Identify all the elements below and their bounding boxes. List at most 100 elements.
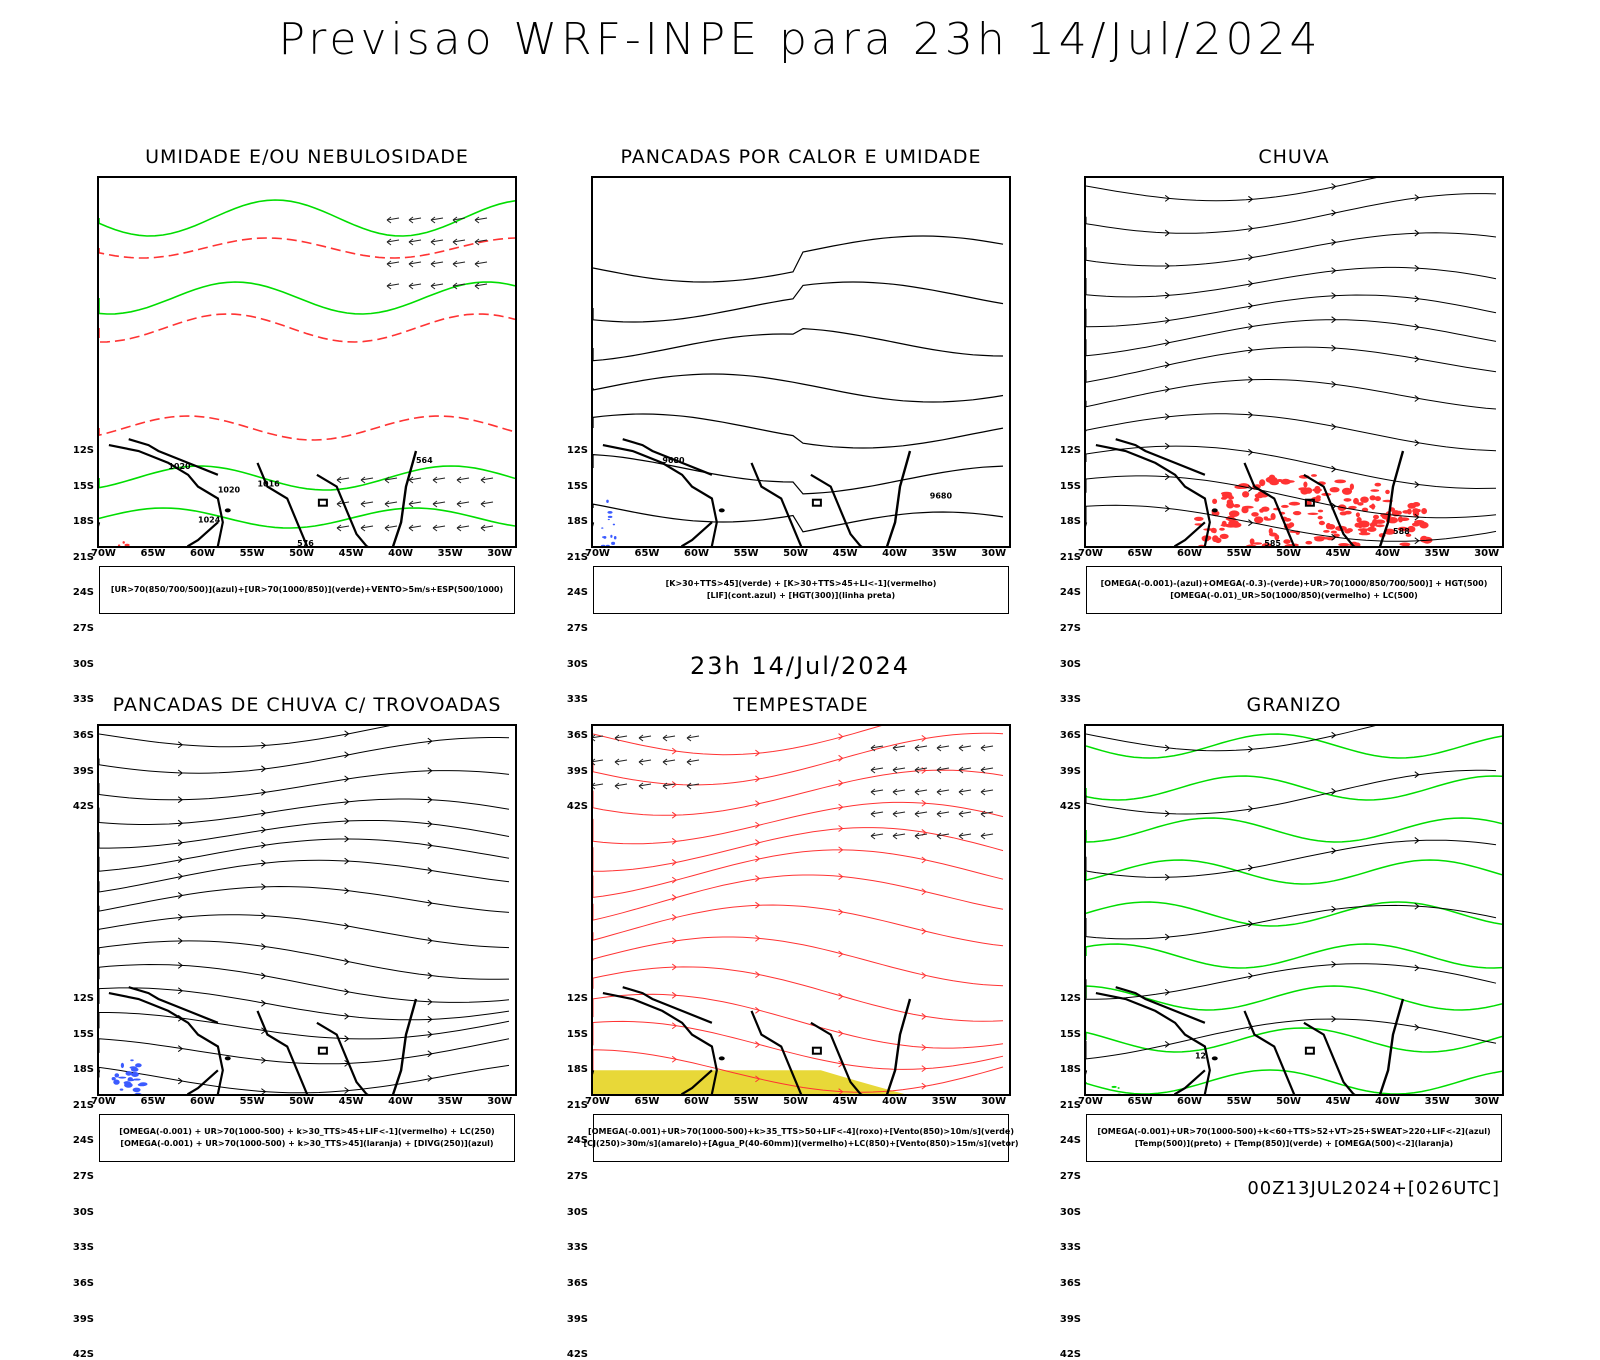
country-border xyxy=(1245,1011,1314,1094)
shaded-cell xyxy=(1334,480,1346,484)
lon-tick-label: 35W xyxy=(932,548,957,559)
lon-tick-label: 45W xyxy=(339,548,364,559)
shaded-cell xyxy=(127,1079,134,1081)
country-border xyxy=(317,1023,386,1094)
lat-tick-label: 27S xyxy=(567,1171,588,1182)
wind-vector xyxy=(937,745,949,751)
contour-line xyxy=(99,466,515,490)
legend-box: [K>30+TTS>45](verde) + [K>30+TTS>45+LI<-… xyxy=(593,566,1009,614)
lon-tick-label: 55W xyxy=(1227,548,1252,559)
lat-tick-label: 24S xyxy=(567,587,588,598)
hgt300-contour xyxy=(593,329,1003,361)
shaded-cell xyxy=(1221,524,1232,527)
wind-vector xyxy=(433,477,445,483)
shaded-cell xyxy=(1283,539,1290,544)
contour-line xyxy=(1086,986,1502,1010)
lon-tick-label: 70W xyxy=(585,548,610,559)
shaded-cell xyxy=(1370,489,1379,492)
country-border xyxy=(811,475,880,546)
lat-tick-label: 42S xyxy=(567,1349,588,1360)
wind-vector xyxy=(475,261,487,267)
streamline xyxy=(593,1021,1003,1069)
contour-label: 1020 xyxy=(218,486,241,495)
lat-tick-label: 30S xyxy=(567,659,588,670)
lat-tick-label: 12S xyxy=(1060,993,1081,1004)
contour-line xyxy=(1086,734,1502,758)
lon-tick-label: 70W xyxy=(91,1096,116,1107)
streamline xyxy=(593,875,1003,920)
shaded-cell xyxy=(1353,498,1359,504)
hgt300-contour xyxy=(593,282,1003,322)
shaded-cell xyxy=(1259,479,1265,486)
lon-tick-label: 70W xyxy=(91,548,116,559)
shaded-cell xyxy=(121,1063,124,1068)
wind-vector xyxy=(639,735,651,741)
wind-vector xyxy=(959,833,971,839)
shaded-cell xyxy=(1316,495,1321,499)
shaded-cell xyxy=(608,519,610,520)
streamline xyxy=(593,994,1003,1048)
contour-line xyxy=(99,314,515,342)
legend-line: [K>30+TTS>45](verde) + [K>30+TTS>45+LI<-… xyxy=(666,578,937,590)
hgt300-contour xyxy=(593,374,1003,402)
legend-line: [OMEGA(-0.001)+UR>70(1000-500)+k<60+TTS>… xyxy=(1097,1126,1490,1138)
lat-tick-label: 18S xyxy=(567,1064,588,1075)
shaded-cell xyxy=(126,1071,133,1076)
shaded-cell xyxy=(123,541,125,544)
shaded-cell xyxy=(1219,528,1225,531)
shaded-cell xyxy=(1289,502,1301,506)
map-canvas xyxy=(99,726,515,1094)
lat-tick-label: 24S xyxy=(1060,1135,1081,1146)
hgt300-contour xyxy=(593,236,1003,282)
federal-district xyxy=(1306,1048,1314,1054)
streamline xyxy=(99,988,509,1020)
shaded-cell xyxy=(1421,508,1427,514)
wind-vector xyxy=(475,283,487,289)
wind-vector xyxy=(639,783,651,789)
shaded-cell xyxy=(1369,505,1375,508)
lat-tick-label: 12S xyxy=(73,993,94,1004)
lat-tick-label: 33S xyxy=(1060,694,1081,705)
contour-line xyxy=(99,508,515,528)
wind-vector xyxy=(431,283,443,289)
shaded-cell xyxy=(1259,509,1264,513)
lon-tick-label: 50W xyxy=(1276,548,1301,559)
lat-tick-label: 12S xyxy=(73,445,94,456)
shaded-cell xyxy=(1212,499,1217,504)
wind-vector xyxy=(387,261,399,267)
streamline-arrow xyxy=(839,1030,843,1036)
streamline xyxy=(1086,770,1496,814)
wind-vector xyxy=(387,239,399,245)
wind-vector xyxy=(893,811,905,817)
lat-tick-label: 27S xyxy=(73,1171,94,1182)
wind-vector xyxy=(431,217,443,223)
wind-vector xyxy=(937,811,949,817)
shaded-cell xyxy=(606,545,610,546)
shaded-cell xyxy=(125,544,130,546)
wind-vector xyxy=(981,745,993,751)
lon-tick-label: 70W xyxy=(585,1096,610,1107)
shaded-cell xyxy=(1347,528,1353,532)
lat-tick-label: 18S xyxy=(1060,1064,1081,1075)
lat-tick-label: 33S xyxy=(73,694,94,705)
country-border xyxy=(1116,439,1205,475)
country-border xyxy=(608,522,712,546)
shaded-cell xyxy=(1373,515,1379,520)
wind-vector xyxy=(687,735,699,741)
lon-tick-label: 70W xyxy=(1078,1096,1103,1107)
shaded-cell xyxy=(1255,493,1264,498)
wind-vector xyxy=(457,525,469,531)
wind-vector xyxy=(387,217,399,223)
wind-vector xyxy=(959,789,971,795)
lon-tick-label: 40W xyxy=(882,1096,907,1107)
shaded-cell xyxy=(1420,536,1428,543)
streamline xyxy=(99,726,509,747)
lat-tick-label: 36S xyxy=(73,1278,94,1289)
shaded-cell xyxy=(1212,535,1218,542)
wind-vector xyxy=(453,239,465,245)
shaded-cell xyxy=(1412,502,1420,507)
lon-tick-label: 65W xyxy=(141,548,166,559)
